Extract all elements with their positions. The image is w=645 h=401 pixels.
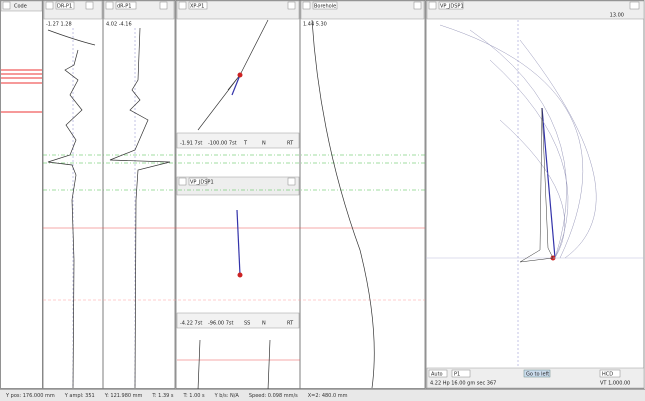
panel-title: VP_JDSP1 xyxy=(190,180,214,186)
panel-title: Borehole xyxy=(314,4,336,10)
label: T xyxy=(243,141,248,147)
workspace: Code DR-P1 -1.27 1.28 dR-P1 4.02 -4.16 X… xyxy=(0,0,645,389)
range: -1.27 1.28 xyxy=(46,22,72,28)
field-select[interactable]: P1 xyxy=(454,372,460,378)
button[interactable]: Go to left xyxy=(526,372,549,378)
label: RT xyxy=(287,141,294,147)
panel-title: dR-P1 xyxy=(117,4,131,10)
status-bar: Y pos: 176.000 mm Y ampl: 351 Y: 121.980 m… xyxy=(0,389,645,401)
label: N xyxy=(262,321,266,327)
value: VT 1,000.00 xyxy=(600,381,630,387)
readout: 4.22 Hp 16.00 gm sec 367 xyxy=(430,381,496,387)
select[interactable]: HCD xyxy=(602,372,613,378)
panel-title: VP_JDSP1 xyxy=(440,4,464,10)
info: -100.00 7st xyxy=(208,141,237,147)
status-item: T: 1.00 s xyxy=(183,392,205,399)
info: -1.91 7st xyxy=(180,141,202,147)
label: SS xyxy=(244,321,250,327)
status-item: Speed: 0.098 mm/s xyxy=(248,392,298,399)
value: 13.00 xyxy=(610,13,624,19)
label: RT xyxy=(287,321,294,327)
label: N xyxy=(262,141,266,147)
status-item: T: 1.39 s xyxy=(152,392,174,399)
status-item: Y b/s: N/A xyxy=(214,392,239,399)
panel-title: XP-P1 xyxy=(190,4,204,10)
status-item: Y ampl: 351 xyxy=(64,392,95,399)
status-item: Y pos: 176.000 mm xyxy=(6,392,55,399)
info: -96.00 7st xyxy=(208,321,233,327)
panel-title: Code xyxy=(14,4,27,10)
range: 4.02 -4.16 xyxy=(106,22,132,28)
info: -4.22 7st xyxy=(180,321,202,327)
mode-select[interactable]: Auto xyxy=(431,372,443,378)
panel-title: DR-P1 xyxy=(57,4,72,10)
status-item: X=2: 480.0 mm xyxy=(307,392,348,399)
range: 1.44 5.30 xyxy=(303,22,327,28)
status-item: Y: 121.980 mm xyxy=(104,392,143,399)
